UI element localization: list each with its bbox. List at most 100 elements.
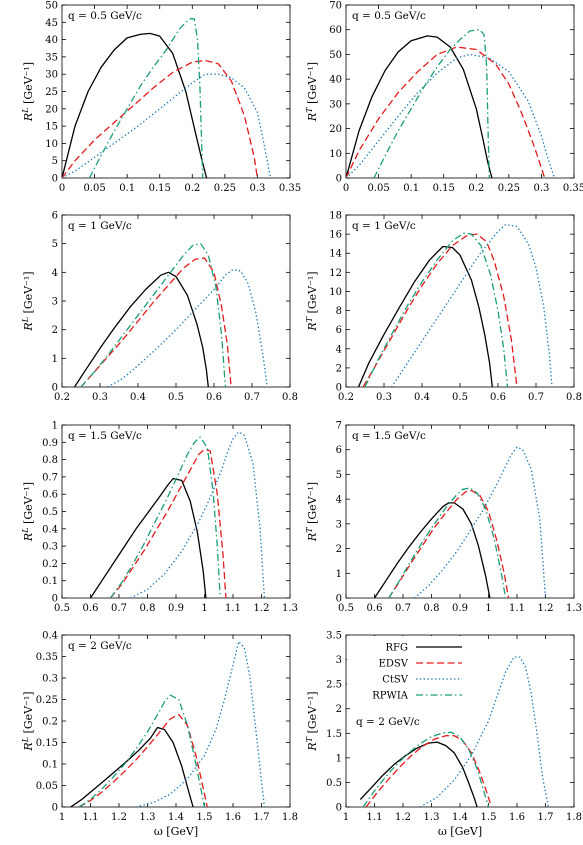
y-tick-label: 10 — [329, 287, 342, 298]
x-tick-label: 1.1 — [225, 603, 241, 614]
plot-frame — [345, 4, 575, 179]
y-tick-label: 2 — [336, 544, 342, 555]
x-tick-label: 0.7 — [111, 603, 127, 614]
y-tick-label: 2 — [336, 704, 342, 715]
series-line-rpwia — [362, 731, 490, 807]
y-tick-label: 0 — [52, 594, 58, 605]
series-line-ctsv — [130, 431, 266, 598]
x-axis-label: ω [GeV] — [438, 825, 482, 838]
panel-annotation: q = 1 GeV/c — [352, 220, 416, 232]
y-tick-label: 3 — [336, 655, 342, 666]
y-tick-label: 0.6 — [42, 490, 58, 501]
x-tick-label: 0.6 — [83, 603, 99, 614]
y-tick-label: 0 — [52, 383, 58, 394]
y-tick-label: 0.3 — [42, 674, 58, 685]
x-tick-label: 1 — [59, 812, 65, 823]
x-tick-label: 1.3 — [282, 603, 298, 614]
series-line-rpwia — [388, 487, 507, 598]
panel-annotation: q = 0.5 GeV/c — [352, 10, 426, 22]
x-tick-label: 1 — [201, 603, 207, 614]
y-tick-label: 4 — [336, 344, 342, 355]
series-line-rpwia — [364, 232, 509, 387]
y-tick-label: 1 — [336, 753, 342, 764]
x-tick-label: 1.5 — [197, 812, 213, 823]
y-tick-label: 5 — [52, 156, 58, 167]
y-tick-label: 45 — [45, 18, 58, 29]
legend-label-edsv: EDSV — [379, 659, 409, 670]
x-tick-label: 1.3 — [424, 812, 440, 823]
x-tick-label: 1.5 — [481, 812, 497, 823]
x-tick-label: 1.2 — [395, 812, 411, 823]
legend: RFG EDSV CtSV RPWIA — [347, 636, 469, 706]
y-tick-label: 0 — [336, 174, 342, 185]
panel-6: 1 1.1 1.2 1.3 1.4 1.5 1.6 1.7 1.8 0 0.05 0.1 0.15 0.2… — [21, 631, 298, 839]
series-line-rfg — [70, 726, 194, 807]
y-tick-label: 12 — [329, 268, 342, 279]
x-tick-label: 0.5 — [54, 603, 70, 614]
x-tick-label: 0.3 — [92, 392, 108, 403]
series-line-rfg — [89, 477, 207, 598]
y-tick-label: 0.2 — [42, 717, 58, 728]
x-tick-label: 0.8 — [566, 392, 582, 403]
series-line-rpwia — [88, 18, 204, 178]
series-line-edsv — [78, 713, 208, 807]
y-tick-label: 1 — [52, 354, 58, 365]
series-line-edsv — [365, 735, 493, 807]
y-tick-label: 0.9 — [42, 438, 58, 449]
x-tick-label: 1 — [485, 603, 491, 614]
panel-annotation: q = 0.5 GeV/c — [68, 10, 142, 22]
series-line-ctsv — [413, 446, 547, 598]
y-tick-label: 14 — [329, 249, 342, 260]
x-tick-label: 1.4 — [168, 812, 184, 823]
y-tick-label: 3.5 — [326, 631, 342, 642]
x-tick-label: 0.7 — [395, 603, 411, 614]
x-tick-label: 1.6 — [225, 812, 241, 823]
y-tick-label: 4 — [336, 495, 342, 506]
plot-frame — [61, 4, 291, 179]
x-tick-label: 1.2 — [111, 812, 127, 823]
series-line-edsv — [62, 59, 259, 178]
panel-7: 1 1.1 1.2 1.3 1.4 1.5 1.6 1.7 1.8 0 0.5 1 1.5 2 2.5 3 3.… — [305, 631, 582, 839]
y-axis-label: RL [GeV⁻¹] — [21, 482, 35, 542]
y-tick-label: 50 — [45, 1, 58, 12]
series-line-rfg — [357, 245, 493, 387]
x-tick-label: 0.25 — [214, 183, 236, 194]
y-tick-label: 0.2 — [42, 559, 58, 570]
y-tick-label: 6 — [336, 325, 342, 336]
y-tick-label: 25 — [45, 87, 58, 98]
y-tick-label: 0 — [52, 803, 58, 814]
x-tick-label: 0.2 — [184, 183, 200, 194]
y-tick-label: 40 — [45, 35, 58, 46]
y-tick-label: 10 — [45, 139, 58, 150]
y-tick-label: 0 — [336, 594, 342, 605]
y-tick-label: 50 — [329, 50, 342, 61]
series-line-edsv — [388, 489, 510, 598]
x-tick-label: 1.1 — [83, 812, 99, 823]
panel-4: 0.5 0.6 0.7 0.8 0.9 1 1.1 1.2 1.3 0 0.1 0.2 0.3 0.4 0.… — [21, 421, 298, 615]
plot-frame — [345, 424, 575, 599]
y-tick-label: 18 — [329, 211, 342, 222]
x-tick-label: 0.5 — [452, 392, 468, 403]
x-tick-label: 0.6 — [490, 392, 506, 403]
y-axis-label: RT [GeV⁻¹] — [305, 62, 319, 122]
x-tick-label: 1.8 — [566, 812, 582, 823]
plot-frame — [345, 214, 575, 388]
x-tick-label: 0.8 — [424, 603, 440, 614]
x-tick-label: 0 — [59, 183, 65, 194]
x-tick-label: 0 — [343, 183, 349, 194]
x-tick-label: 0.35 — [563, 183, 583, 194]
y-tick-label: 5 — [52, 239, 58, 250]
series-line-edsv — [362, 233, 518, 387]
x-tick-label: 1.3 — [566, 603, 582, 614]
y-tick-label: 2 — [336, 363, 342, 374]
legend-label-rfg: RFG — [386, 643, 408, 654]
x-tick-label: 1.4 — [452, 812, 468, 823]
y-axis-label: RL [GeV⁻¹] — [21, 691, 35, 751]
y-tick-label: 2.5 — [326, 680, 342, 691]
panel-5: 0.5 0.6 0.7 0.8 0.9 1 1.1 1.2 1.3 0 1 2 3 4 5 6 7 RT [GeV… — [305, 421, 582, 615]
y-tick-label: 7 — [336, 421, 342, 432]
y-tick-label: 0.7 — [42, 472, 58, 483]
y-tick-label: 6 — [336, 445, 342, 456]
y-tick-label: 20 — [329, 124, 342, 135]
y-axis-label: RT [GeV⁻¹] — [305, 482, 319, 542]
